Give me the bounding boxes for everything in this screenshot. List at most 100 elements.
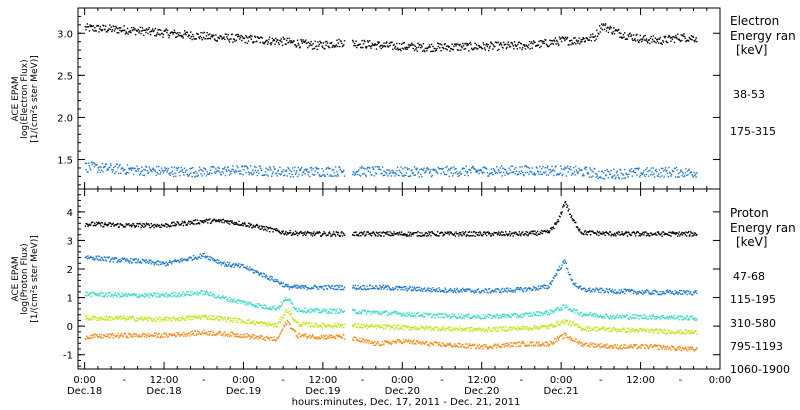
proton-point: [225, 296, 227, 298]
electron-point: [574, 174, 576, 176]
proton-point: [266, 322, 268, 324]
proton-point: [403, 325, 406, 328]
proton-point: [242, 300, 244, 302]
proton-point: [177, 292, 180, 294]
proton-point: [663, 316, 665, 319]
proton-point: [336, 284, 338, 287]
proton-point: [483, 289, 485, 292]
proton-point: [313, 311, 316, 313]
electron-point: [249, 36, 251, 39]
electron-point: [486, 172, 489, 174]
proton-point: [163, 317, 165, 319]
proton-point: [547, 313, 549, 316]
proton-point: [528, 286, 530, 289]
proton-point: [107, 319, 110, 322]
electron-point: [209, 37, 212, 40]
electron-point: [583, 41, 586, 43]
electron-point: [539, 170, 542, 173]
electron-point: [88, 30, 91, 32]
electron-point: [448, 45, 450, 48]
proton-point: [375, 328, 378, 330]
proton-point: [121, 257, 123, 259]
proton-point: [509, 287, 512, 290]
electron-point: [630, 170, 632, 173]
proton-point: [610, 235, 612, 237]
electron-point: [636, 174, 638, 176]
electron-point: [527, 166, 529, 169]
proton-point: [619, 292, 621, 295]
proton-point: [538, 310, 540, 313]
electron-point: [334, 45, 337, 48]
electron-point: [168, 36, 170, 39]
proton-point: [674, 232, 676, 234]
proton-point: [451, 233, 454, 235]
proton-point: [409, 286, 412, 288]
proton-point: [257, 321, 259, 324]
proton-point: [519, 314, 522, 316]
proton-point: [207, 315, 210, 318]
proton-point: [519, 315, 521, 318]
electron-point: [146, 170, 148, 172]
proton-point: [670, 292, 672, 294]
electron-point: [366, 166, 369, 168]
proton-point: [204, 219, 206, 222]
proton-point: [85, 256, 87, 259]
electron-point: [145, 166, 148, 168]
proton-point: [157, 293, 159, 295]
electron-point: [292, 41, 294, 44]
proton-point: [541, 232, 544, 235]
proton-point: [312, 309, 314, 311]
electron-point: [281, 44, 284, 46]
proton-point: [370, 325, 372, 328]
electron-point: [391, 41, 393, 43]
electron-point: [244, 41, 246, 44]
proton-series-47-68: [84, 201, 698, 237]
proton-point: [311, 232, 313, 234]
electron-point: [511, 171, 513, 174]
proton-point: [143, 316, 145, 319]
electron-point: [362, 173, 364, 175]
electron-point: [394, 47, 396, 49]
proton-point: [441, 313, 443, 316]
electron-point: [636, 33, 638, 36]
proton-point: [352, 309, 355, 312]
electron-point: [272, 40, 274, 42]
proton-point: [130, 316, 133, 319]
electron-point: [159, 173, 161, 175]
proton-point: [195, 257, 197, 259]
proton-point: [143, 296, 145, 298]
proton-point: [601, 317, 604, 319]
electron-point: [549, 172, 551, 174]
proton-point: [631, 314, 633, 316]
electron-point: [343, 44, 345, 46]
proton-point: [415, 231, 418, 234]
proton-point: [268, 276, 271, 278]
proton-point: [532, 230, 535, 232]
proton-point: [677, 293, 679, 296]
proton-point: [189, 315, 191, 317]
proton-point: [328, 286, 331, 288]
electron-point: [494, 172, 497, 175]
electron-point: [177, 32, 179, 34]
electron-point: [553, 39, 555, 41]
proton-point: [370, 235, 373, 237]
proton-point: [645, 316, 647, 318]
proton-point: [93, 292, 95, 294]
proton-point: [156, 225, 158, 228]
proton-point: [176, 318, 178, 320]
proton-point: [562, 206, 564, 208]
electron-point: [379, 168, 382, 171]
electron-point: [666, 41, 669, 44]
proton-point: [253, 272, 256, 274]
electron-point: [518, 41, 521, 43]
proton-point: [320, 235, 323, 237]
proton-point: [486, 315, 489, 318]
electron-point: [290, 170, 293, 173]
proton-point: [368, 232, 371, 235]
proton-point: [369, 311, 372, 313]
proton-point: [204, 293, 206, 295]
electron-point: [581, 40, 583, 43]
proton-point: [122, 258, 125, 260]
proton-point: [100, 224, 102, 227]
proton-point: [200, 318, 202, 320]
